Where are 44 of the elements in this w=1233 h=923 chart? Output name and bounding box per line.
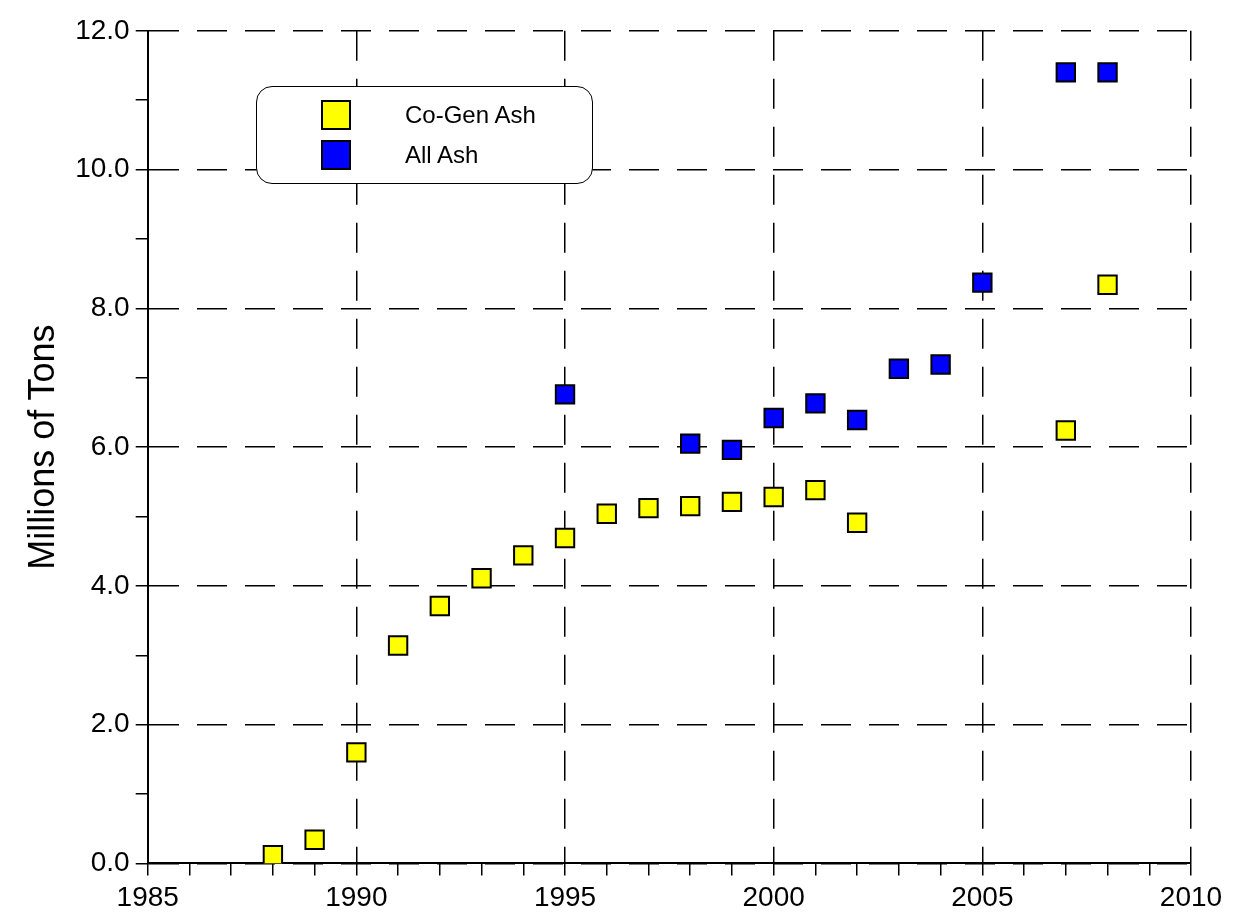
point (846, 512, 868, 533)
point (1097, 274, 1118, 295)
point (1055, 62, 1076, 83)
x-tick-label: 1985 (116, 880, 179, 912)
y-tick-label: 12.0 (75, 13, 130, 45)
point (429, 595, 451, 617)
point (387, 635, 409, 656)
point (930, 354, 951, 375)
point (346, 742, 367, 763)
y-tick-label: 2.0 (90, 707, 130, 739)
y-axis-title: Millions of Tons (20, 324, 62, 570)
y-tick-label: 4.0 (90, 568, 130, 600)
point (680, 495, 701, 517)
x-tick-label: 1995 (533, 880, 597, 912)
point (763, 407, 784, 429)
point (554, 384, 576, 405)
point (471, 568, 492, 589)
point (262, 844, 284, 864)
point (888, 358, 910, 379)
point (846, 409, 868, 431)
point (721, 439, 743, 461)
point (513, 545, 534, 566)
point (680, 433, 701, 454)
x-tick-label: 2010 (1159, 880, 1223, 912)
y-tick-label: 6.0 (90, 429, 130, 461)
point (1055, 420, 1076, 441)
point (638, 497, 659, 519)
point (763, 486, 784, 508)
legend-label: Co-Gen Ash (405, 101, 536, 129)
point (304, 829, 325, 850)
point (805, 393, 826, 414)
point (721, 491, 743, 513)
legend-label: All Ash (405, 141, 479, 169)
y-tick-label: 8.0 (90, 291, 130, 323)
point (805, 479, 826, 501)
point (972, 272, 993, 293)
x-tick-label: 1990 (325, 880, 388, 912)
point (1097, 62, 1118, 83)
point (554, 527, 576, 549)
x-tick-label: 2005 (951, 880, 1014, 912)
y-tick-label: 0.0 (90, 846, 130, 878)
x-tick-label: 2000 (742, 880, 805, 912)
point (596, 503, 617, 524)
y-tick-label: 10.0 (75, 152, 130, 184)
